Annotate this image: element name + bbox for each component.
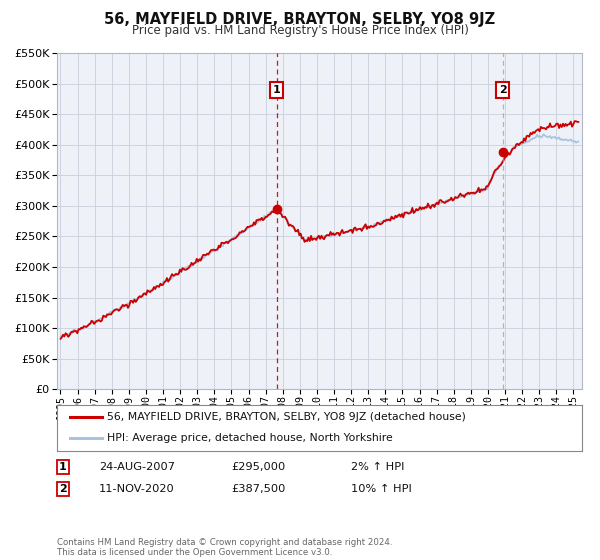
Text: £295,000: £295,000 [231,462,285,472]
Text: 56, MAYFIELD DRIVE, BRAYTON, SELBY, YO8 9JZ (detached house): 56, MAYFIELD DRIVE, BRAYTON, SELBY, YO8 … [107,412,466,422]
Text: 56, MAYFIELD DRIVE, BRAYTON, SELBY, YO8 9JZ: 56, MAYFIELD DRIVE, BRAYTON, SELBY, YO8 … [104,12,496,27]
Text: £387,500: £387,500 [231,484,286,494]
Text: 10% ↑ HPI: 10% ↑ HPI [351,484,412,494]
Text: Contains HM Land Registry data © Crown copyright and database right 2024.
This d: Contains HM Land Registry data © Crown c… [57,538,392,557]
Text: 2: 2 [59,484,67,494]
Text: Price paid vs. HM Land Registry's House Price Index (HPI): Price paid vs. HM Land Registry's House … [131,24,469,36]
Text: 11-NOV-2020: 11-NOV-2020 [99,484,175,494]
Text: 2% ↑ HPI: 2% ↑ HPI [351,462,404,472]
Text: 1: 1 [59,462,67,472]
Text: 2: 2 [499,85,506,95]
Text: 24-AUG-2007: 24-AUG-2007 [99,462,175,472]
Text: 1: 1 [273,85,280,95]
Text: HPI: Average price, detached house, North Yorkshire: HPI: Average price, detached house, Nort… [107,433,392,444]
